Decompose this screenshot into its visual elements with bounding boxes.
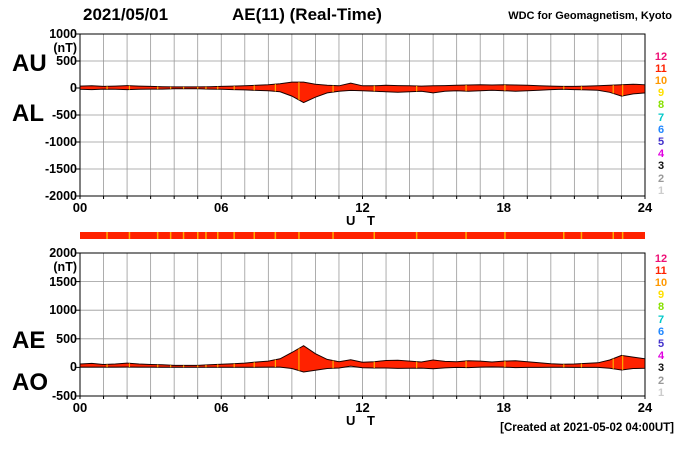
availability-gap-mark: [253, 232, 255, 239]
station-count-2: 2: [657, 172, 665, 185]
availability-gap-mark: [612, 232, 614, 239]
station-count-11: 11: [655, 264, 667, 277]
station-count-11: 11: [655, 62, 667, 75]
station-count-4: 4: [657, 148, 665, 161]
availability-gap-mark: [504, 232, 506, 239]
station-count-5: 5: [657, 337, 665, 350]
availability-gap-mark: [169, 232, 172, 239]
availability-gap-mark: [205, 232, 207, 239]
availability-gap-mark: [274, 232, 277, 239]
au-al-y-tick-label: 0: [70, 81, 77, 95]
availability-gap-mark: [217, 232, 219, 239]
availability-gap-mark: [197, 232, 199, 239]
index-label-al: AL: [12, 100, 44, 127]
au-al-y-tick-label: 1000: [49, 27, 77, 41]
station-count-12: 12: [654, 252, 668, 265]
station-count-6: 6: [657, 123, 665, 136]
au-al-x-tick-label: 18: [496, 200, 511, 215]
ae-ao-unit-label: (nT): [53, 260, 77, 274]
au-al-y-tick-label: -1000: [45, 135, 77, 149]
au-al-y-tick-label: -2000: [45, 189, 77, 203]
station-count-10: 10: [654, 74, 668, 87]
availability-gap-mark: [156, 232, 159, 239]
plot-date: 2021/05/01: [83, 5, 169, 24]
ae-ao-x-tick-label: 24: [637, 400, 653, 415]
au-al-x-tick-label: 12: [355, 200, 370, 215]
availability-gap-mark: [182, 232, 185, 239]
availability-gap-mark: [465, 232, 467, 239]
au-al-x-axis-label: U T: [346, 213, 379, 228]
station-count-9: 9: [657, 87, 665, 100]
station-count-6: 6: [657, 325, 665, 338]
ae-ao-x-axis-label: U T: [346, 413, 379, 428]
ae-ao-y-tick-label: -500: [51, 389, 77, 403]
station-count-7: 7: [657, 313, 665, 326]
station-count-10: 10: [654, 276, 668, 289]
ae-ao-y-tick-label: 1500: [49, 274, 77, 289]
ae-ao-y-tick-label: 2000: [49, 246, 77, 260]
station-count-12: 12: [654, 50, 668, 63]
index-label-ae: AE: [12, 327, 46, 354]
au-al-x-tick-label: 24: [637, 200, 653, 215]
station-count-8: 8: [657, 301, 665, 314]
availability-gap-mark: [373, 232, 375, 239]
ae-ao-x-tick-label: 18: [496, 400, 511, 415]
station-count-8: 8: [657, 99, 665, 112]
station-count-1: 1: [657, 184, 665, 197]
station-count-7: 7: [657, 111, 665, 124]
credit-text: WDC for Geomagnetism, Kyoto: [508, 10, 672, 22]
au-al-unit-label: (nT): [53, 41, 77, 55]
au-al-x-tick-label: 06: [214, 200, 229, 215]
availability-bar: [80, 232, 645, 239]
au-al-y-tick-label: -500: [51, 108, 77, 122]
availability-gap-mark: [621, 232, 624, 239]
availability-gap-mark: [563, 232, 565, 239]
au-al-y-tick-label: 500: [56, 54, 77, 68]
au-al-x-tick-label: 00: [72, 200, 88, 215]
station-count-5: 5: [657, 135, 665, 148]
station-count-3: 3: [657, 362, 665, 375]
ae-ao-x-tick-label: 00: [72, 400, 88, 415]
availability-gap-mark: [106, 232, 108, 239]
availability-gap-mark: [298, 232, 300, 239]
ae-ao-x-tick-label: 12: [355, 400, 370, 415]
ae-ao-y-tick-label: 0: [70, 360, 77, 375]
index-label-ao: AO: [12, 369, 48, 396]
station-count-3: 3: [657, 160, 665, 173]
created-timestamp: [Created at 2021-05-02 04:00UT]: [500, 422, 674, 434]
availability-gap-mark: [332, 232, 334, 239]
ae-ao-y-tick-label: 1000: [49, 303, 77, 318]
ae-ao-x-tick-label: 06: [214, 400, 229, 415]
page-title: AE(11) (Real-Time): [232, 5, 382, 24]
au-al-y-tick-label: -1500: [45, 162, 77, 176]
index-label-au: AU: [12, 50, 47, 77]
station-count-1: 1: [657, 386, 665, 399]
availability-gap-mark: [580, 232, 583, 239]
ae-ao-y-tick-label: 500: [56, 331, 77, 346]
availability-gap-mark: [233, 232, 235, 239]
availability-gap-mark: [128, 232, 131, 239]
station-count-2: 2: [657, 374, 665, 387]
station-count-9: 9: [657, 289, 665, 302]
station-count-4: 4: [657, 350, 665, 363]
availability-gap-mark: [415, 232, 418, 239]
